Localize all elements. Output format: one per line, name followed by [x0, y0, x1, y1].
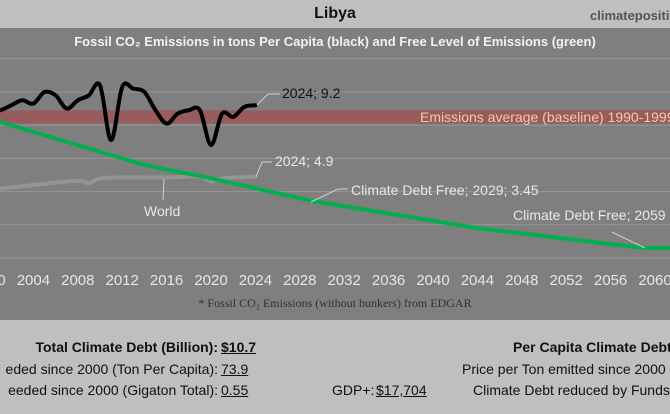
exceeded-total-value: 0.55: [221, 382, 249, 398]
x-tick-label: 2032: [328, 272, 361, 289]
total-debt-label: Total Climate Debt (Billion):: [35, 339, 218, 355]
exceeded-total-label: eeded since 2000 (Gigaton Total):: [8, 382, 218, 398]
x-tick-label: 2020: [194, 272, 227, 289]
reduced-by-funds-label: Climate Debt reduced by Funds: [473, 382, 670, 398]
x-tick-label: 2052: [550, 272, 583, 289]
x-tick-label: 2000: [0, 272, 6, 289]
footnote: * Fossil CO₂ Emissions (without bunkers)…: [198, 296, 472, 310]
emissions-chart: 2024; 9.2 2024; 4.9 World Climate Debt F…: [0, 58, 670, 289]
brand-logo: climatepositi: [590, 8, 670, 23]
series-line-free-level: [0, 119, 670, 251]
label-debt-free-2029: Climate Debt Free; 2029; 3.45: [351, 182, 539, 198]
x-tick-label: 2040: [416, 272, 449, 289]
gdp-label: GDP+:: [332, 382, 375, 398]
label-debt-free-2059: Climate Debt Free; 2059: [513, 207, 666, 223]
exceeded-capita-label: eded since 2000 (Ton Per Capita):: [5, 361, 218, 377]
per-capita-debt-label: Per Capita Climate Debt: [513, 339, 670, 355]
x-tick-label: 2044: [461, 272, 494, 289]
label-baseline: Emissions average (baseline) 1990-1999; …: [420, 109, 670, 125]
label-world-end: 2024; 4.9: [275, 153, 334, 169]
x-tick-label: 2012: [106, 272, 139, 289]
x-tick-label: 2028: [283, 272, 316, 289]
exceeded-capita-value: 73.9: [221, 361, 249, 377]
summary-row-2: eded since 2000 (Ton Per Capita): 73.9 P…: [0, 361, 670, 381]
chart-area: [0, 28, 670, 320]
summary-row-3: eeded since 2000 (Gigaton Total): 0.55 G…: [0, 382, 670, 402]
header-bar: Libya climatepositi: [0, 0, 670, 28]
summary-row-1: Total Climate Debt (Billion): $10.7 Per …: [0, 339, 670, 359]
leader-world: [162, 178, 165, 201]
chart-title: Fossil CO₂ Emissions in tons Per Capita …: [74, 34, 596, 49]
leader-2059: [611, 231, 646, 249]
price-per-ton-label: Price per Ton emitted since 2000: [462, 361, 666, 377]
label-world: World: [144, 203, 180, 219]
series-line-libya: [0, 81, 258, 148]
x-tick-label: 2008: [61, 272, 94, 289]
x-tick-label: 2024: [239, 272, 272, 289]
baseline-band: [0, 110, 670, 124]
leader-2029: [310, 188, 348, 203]
label-libya-end: 2024; 9.2: [282, 85, 341, 101]
x-tick-label: 2056: [594, 272, 627, 289]
leader-libya: [256, 93, 280, 106]
x-tick-label: 2036: [372, 272, 405, 289]
x-tick-label: 2048: [505, 272, 538, 289]
series-line-world: [0, 174, 258, 191]
x-tick-label: 2060: [638, 272, 670, 289]
total-debt-value: $10.7: [221, 339, 257, 355]
x-tick-label: 2004: [17, 272, 50, 289]
gdp-value: $17,704: [376, 382, 427, 398]
leader-world-end: [255, 161, 272, 178]
x-tick-label: 2016: [150, 272, 183, 289]
country-title: Libya: [314, 5, 356, 22]
